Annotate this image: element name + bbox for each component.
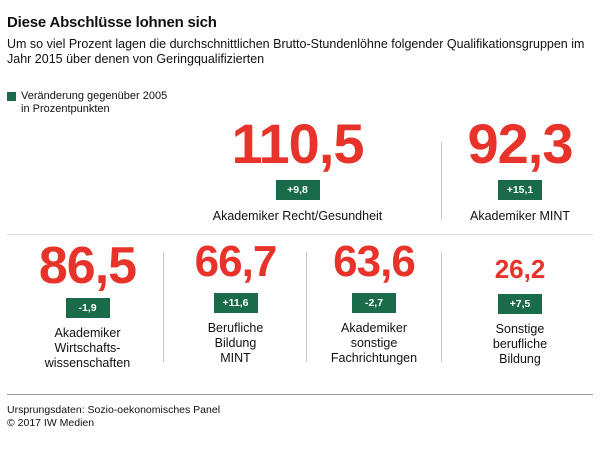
value-label: 110,5 (231, 112, 364, 175)
legend-swatch (7, 92, 16, 101)
tile-akademiker-mint: 92,3 +15,1 Akademiker MINT (445, 116, 595, 224)
change-badge: +15,1 (498, 180, 542, 200)
tile-berufliche-bildung-mint: 66,7 +11,6 Berufliche Bildung MINT (168, 240, 303, 366)
divider-vertical (441, 252, 442, 362)
category-label-line: berufliche (492, 337, 548, 351)
divider-vertical (441, 142, 442, 220)
category-label: Akademiker Wirtschafts- wissenschaften (20, 326, 155, 371)
category-label-line: Wirtschafts- (54, 341, 121, 355)
legend-label-line1: Veränderung gegenüber 2005 (21, 90, 168, 102)
change-badge: +11,6 (213, 293, 258, 313)
category-label-line: Bildung (214, 336, 257, 350)
legend-label-line2: in Prozentpunkten (21, 103, 110, 115)
category-label-line: Fachrichtungen (330, 351, 418, 365)
category-label-line: Akademiker MINT (469, 209, 571, 223)
divider-vertical (306, 252, 307, 362)
tile-akademiker-sonstige-fachrichtungen: 63,6 -2,7 Akademiker sonstige Fachrichtu… (309, 240, 439, 366)
category-label-line: wissenschaften (44, 356, 131, 370)
source-line2: © 2017 IW Medien (7, 417, 95, 429)
divider-vertical (163, 252, 164, 362)
category-label-line: Sonstige (495, 322, 545, 336)
category-label-line: Akademiker Recht/Gesundheit (212, 209, 383, 223)
category-label: Berufliche Bildung MINT (168, 321, 303, 366)
value-label: 66,7 (194, 237, 278, 286)
value-label: 92,3 (467, 112, 574, 175)
value-label: 63,6 (333, 237, 416, 286)
value-label: 86,5 (38, 237, 137, 295)
change-badge: -1,9 (65, 298, 110, 318)
legend-label: Veränderung gegenüber 2005 in Prozentpun… (21, 90, 221, 116)
category-label-line: Akademiker (54, 326, 121, 340)
category-label-line: MINT (220, 351, 251, 365)
source-line1: Ursprungsdaten: Sozio-oekonomisches Pane… (7, 404, 221, 416)
category-label: Akademiker MINT (445, 209, 595, 224)
category-label-line: sonstige (350, 336, 398, 350)
source-note: Ursprungsdaten: Sozio-oekonomisches Pane… (7, 404, 220, 430)
tile-akademiker-wirtschaftswissenschaften: 86,5 -1,9 Akademiker Wirtschafts- wissen… (20, 240, 155, 371)
value-label: 26,2 (494, 254, 546, 284)
change-badge: +9,8 (275, 180, 320, 200)
category-label-line: Berufliche (207, 321, 264, 335)
divider-horizontal (7, 394, 593, 395)
category-label: Sonstige berufliche Bildung (445, 322, 595, 367)
category-label: Akademiker Recht/Gesundheit (190, 209, 405, 224)
change-badge: -2,7 (352, 293, 396, 313)
tile-akademiker-recht-gesundheit: 110,5 +9,8 Akademiker Recht/Gesundheit (190, 116, 405, 224)
chart-title: Diese Abschlüsse lohnen sich (7, 14, 217, 31)
change-badge: +7,5 (498, 294, 542, 314)
divider-horizontal (7, 234, 593, 235)
chart-subtitle: Um so viel Prozent lagen die durchschnit… (7, 37, 585, 66)
category-label-line: Bildung (499, 352, 541, 366)
category-label: Akademiker sonstige Fachrichtungen (309, 321, 439, 366)
category-label-line: Akademiker (341, 321, 407, 335)
tile-sonstige-berufliche-bildung: 26,2 +7,5 Sonstige berufliche Bildung (445, 256, 595, 367)
